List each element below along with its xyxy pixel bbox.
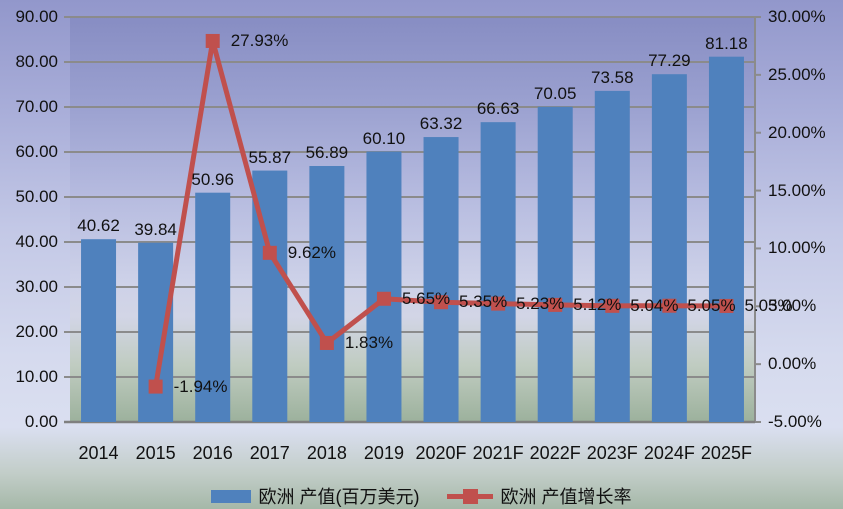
x-axis-category-label: 2019 xyxy=(363,443,404,463)
line-marker xyxy=(148,379,163,394)
line-marker xyxy=(376,291,391,306)
line-point-label: 5.65% xyxy=(401,288,451,308)
line-point-label: -1.94% xyxy=(173,376,228,396)
bar-value-label: 50.96 xyxy=(191,169,234,189)
line-marker xyxy=(319,335,334,350)
bar-value-label: 70.05 xyxy=(533,83,577,103)
bar xyxy=(309,165,345,422)
x-axis-category-label: 2017 xyxy=(249,443,290,463)
legend-label-line-series: 欧洲 产值增长率 xyxy=(500,487,632,507)
bar xyxy=(537,106,573,423)
line-marker xyxy=(205,33,220,48)
line-marker xyxy=(719,298,734,313)
x-axis-category-label: 2025F xyxy=(700,443,752,463)
line-point-label: 5.12% xyxy=(573,294,622,314)
legend-label-bar-series: 欧洲 产值(百万美元) xyxy=(258,487,420,507)
left-axis-tick-label: 10.00 xyxy=(15,367,58,386)
right-axis-tick-label: 25.00% xyxy=(768,64,826,84)
x-axis-category-label: 2016 xyxy=(192,443,233,463)
left-axis-tick-label: 20.00 xyxy=(15,322,58,341)
x-axis-category-label: 2018 xyxy=(306,443,347,463)
line-marker xyxy=(491,296,506,311)
right-axis-tick-label: -5.00% xyxy=(768,412,822,431)
line-point-label: 5.04% xyxy=(630,295,679,315)
line-marker xyxy=(434,295,449,310)
left-axis-tick-label: 50.00 xyxy=(15,187,58,206)
left-axis-tick-label: 90.00 xyxy=(15,7,58,26)
legend-item-line-series: 欧洲 产值增长率 xyxy=(447,483,632,509)
right-axis-tick-label: 30.00% xyxy=(768,7,826,26)
x-axis-category-label: 2021F xyxy=(472,443,524,463)
x-axis-category-label: 2023F xyxy=(586,443,638,463)
bar xyxy=(423,137,459,422)
x-axis-category-label: 2015 xyxy=(135,443,176,463)
bar xyxy=(651,74,687,422)
bar-series-swatch-icon xyxy=(211,489,252,503)
x-axis-category-label: 2014 xyxy=(78,443,119,463)
bar xyxy=(138,242,174,422)
line-marker xyxy=(662,298,677,313)
line-marker xyxy=(548,297,563,312)
x-axis-category-label: 2020F xyxy=(415,443,467,463)
line-point-label: 1.83% xyxy=(344,332,394,352)
line-marker xyxy=(605,298,620,313)
bar-value-label: 60.10 xyxy=(362,128,406,148)
left-axis-tick-label: 70.00 xyxy=(15,97,58,116)
bar xyxy=(366,151,402,423)
left-axis-tick-label: 80.00 xyxy=(15,52,58,71)
legend: 欧洲 产值(百万美元) 欧洲 产值增长率 xyxy=(0,483,843,509)
bar xyxy=(708,56,744,422)
bar xyxy=(594,90,630,422)
x-axis-category-label: 2022F xyxy=(529,443,581,463)
bar-value-label: 81.18 xyxy=(705,33,748,53)
right-axis-tick-label: 20.00% xyxy=(768,122,826,142)
right-axis-tick-label: 5.00% xyxy=(768,296,817,316)
line-point-label: 5.05% xyxy=(687,295,736,315)
right-axis-tick-label: 15.00% xyxy=(768,180,826,200)
bar-value-label: 55.87 xyxy=(248,147,292,167)
right-axis-tick-label: 0.00% xyxy=(768,354,817,374)
left-axis-tick-label: 40.00 xyxy=(15,232,58,251)
bar-value-label: 40.62 xyxy=(77,216,120,236)
line-point-label: 27.93% xyxy=(230,30,289,50)
bar-value-label: 73.58 xyxy=(591,67,634,87)
bar xyxy=(81,239,117,422)
bar-value-label: 63.32 xyxy=(419,114,463,134)
x-axis-category-label: 2024F xyxy=(643,443,695,463)
line-point-label: 5.23% xyxy=(516,293,565,313)
bar-value-label: 77.29 xyxy=(648,51,691,71)
line-point-label: 5.03% xyxy=(744,295,793,315)
legend-item-bar-series: 欧洲 产值(百万美元) xyxy=(211,483,419,509)
left-axis-tick-label: 60.00 xyxy=(15,142,58,161)
right-axis-tick-label: 10.00% xyxy=(768,238,826,258)
bar-value-label: 56.89 xyxy=(305,142,349,162)
left-axis-tick-label: 30.00 xyxy=(15,277,58,296)
bar xyxy=(195,192,231,422)
line-marker xyxy=(262,245,277,260)
bar-value-label: 66.63 xyxy=(476,99,520,119)
bar-value-label: 39.84 xyxy=(134,219,177,239)
bar xyxy=(480,122,516,422)
line-series-swatch-icon xyxy=(447,488,494,504)
line-point-label: 9.62% xyxy=(287,242,336,262)
left-axis-tick-label: 0.00 xyxy=(24,412,58,431)
line-point-label: 5.35% xyxy=(459,292,508,312)
